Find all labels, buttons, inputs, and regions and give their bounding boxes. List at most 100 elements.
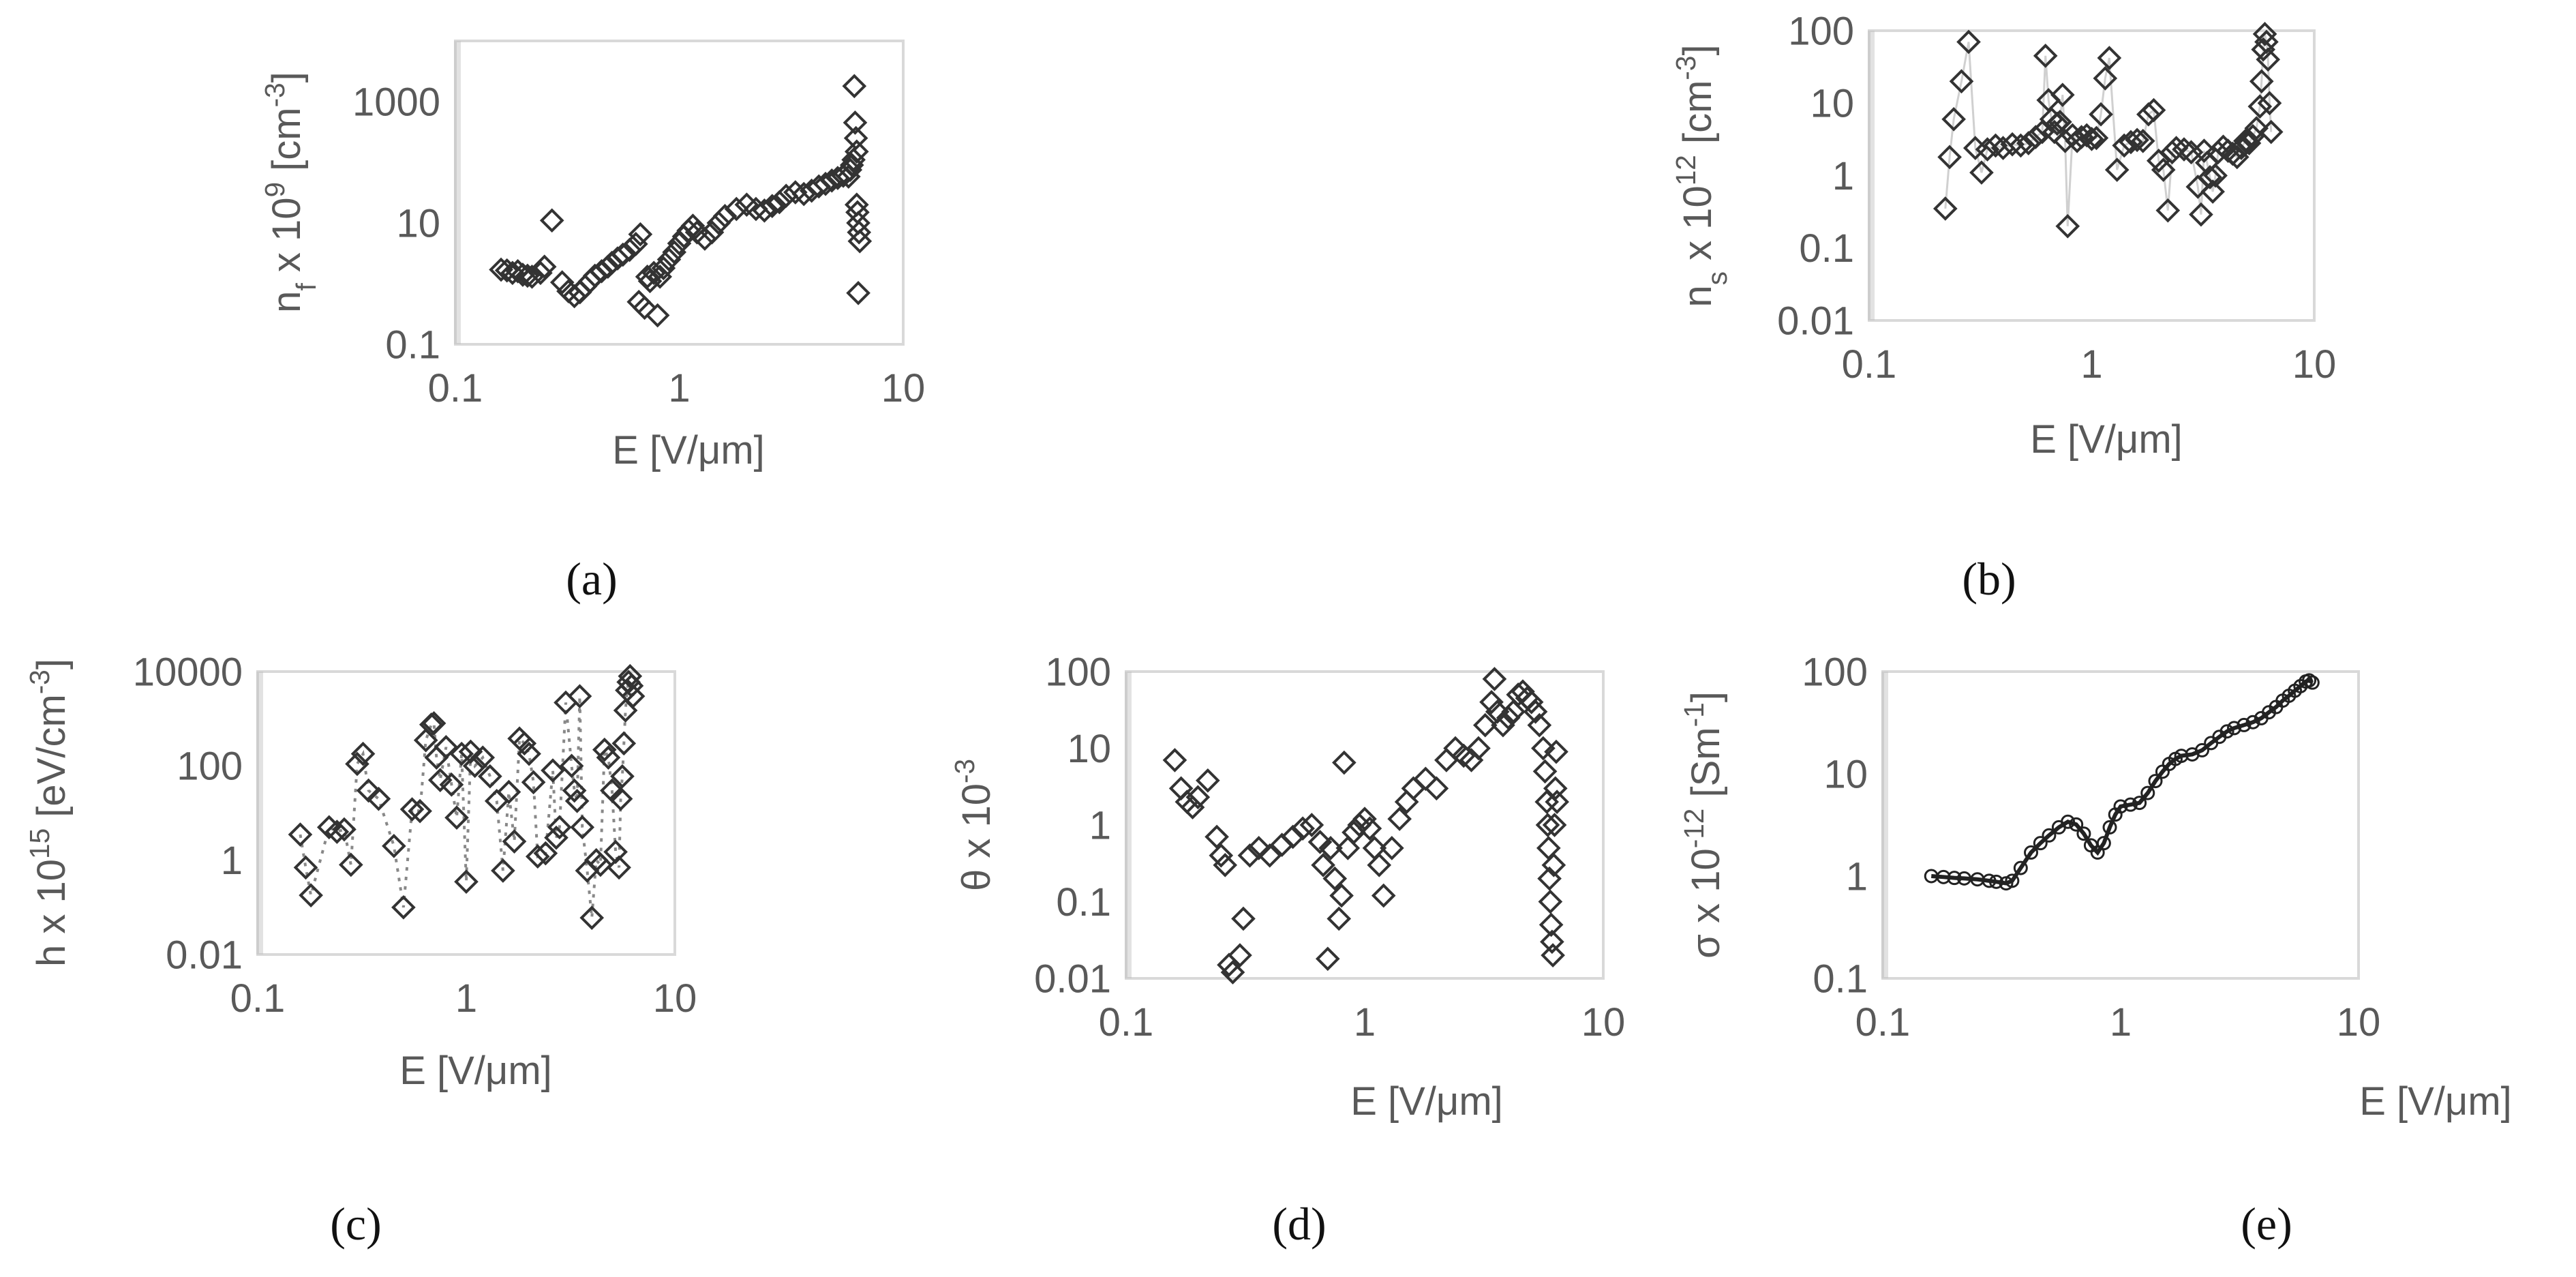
data-point: [2048, 110, 2072, 134]
data-point: [1357, 816, 1382, 841]
data-point: [1532, 759, 1558, 784]
y-tick-label: 100: [177, 745, 243, 789]
data-point: [511, 262, 535, 287]
y-tick-label: 0.1: [1056, 880, 1111, 925]
data-point: [847, 220, 872, 245]
data-point: [1237, 843, 1262, 868]
data-point: [519, 265, 545, 289]
data-point: [399, 797, 425, 822]
data-point: [1315, 946, 1340, 972]
data-point: [608, 786, 633, 811]
x-axis-title: E [V/μm]: [2359, 1079, 2512, 1124]
data-point: [2033, 836, 2048, 851]
data-point: [345, 751, 369, 777]
data-point: [2050, 82, 2075, 107]
data-point: [2224, 145, 2249, 170]
y-axis-title: nf x 109 [cm-3]: [259, 72, 322, 313]
data-point: [2089, 102, 2113, 127]
y-tick-label: 100: [1045, 650, 1111, 694]
x-tick-label: 10: [653, 976, 697, 1021]
x-tick-label: 10: [2337, 1000, 2381, 1045]
data-point: [656, 247, 682, 272]
y-tick-label: 0.01: [1034, 957, 1111, 1001]
y-axis-line: [1125, 672, 1132, 978]
data-point: [611, 731, 637, 756]
data-point: [2151, 157, 2176, 182]
data-point: [454, 869, 479, 895]
data-point: [1196, 768, 1220, 793]
data-point: [496, 779, 521, 805]
data-point: [350, 741, 376, 766]
series-connector-line: [1944, 33, 2273, 226]
data-point: [2013, 860, 2028, 875]
data-point: [2005, 873, 2020, 888]
data-point: [1501, 699, 1526, 724]
y-tick-label: 1: [1846, 854, 1868, 899]
data-point: [628, 222, 653, 247]
data-point: [532, 254, 557, 280]
panel-label: (d): [1272, 1198, 1326, 1250]
data-point: [1299, 813, 1324, 837]
panel-label: (b): [1962, 553, 2016, 605]
data-point: [332, 817, 357, 842]
x-tick-label: 1: [455, 976, 477, 1021]
data-point: [1401, 776, 1426, 801]
data-point: [607, 855, 631, 880]
data-point: [339, 852, 363, 877]
data-point: [676, 218, 701, 243]
data-point: [1209, 843, 1234, 868]
plot-frame: [454, 40, 905, 346]
data-point: [1496, 705, 1521, 730]
data-point: [517, 741, 541, 766]
data-point: [2257, 91, 2282, 116]
data-point: [1228, 943, 1252, 967]
data-point: [1424, 776, 1449, 801]
data-point: [846, 280, 870, 305]
data-point: [2033, 44, 2058, 68]
data-point: [2219, 724, 2234, 739]
data-point: [533, 841, 558, 866]
data-point: [521, 770, 546, 795]
x-tick-label: 1: [2080, 342, 2102, 387]
data-point: [528, 260, 553, 286]
data-point: [847, 228, 873, 254]
data-point: [645, 303, 670, 328]
data-point: [2155, 198, 2181, 223]
data-point: [637, 269, 663, 294]
data-point: [791, 181, 817, 207]
x-tick-label: 0.1: [230, 976, 286, 1021]
data-point: [539, 208, 564, 233]
data-point: [662, 240, 687, 265]
data-point: [651, 256, 676, 281]
data-point: [2148, 774, 2163, 789]
data-point: [2024, 845, 2039, 860]
data-point: [541, 758, 565, 783]
x-tick-label: 0.1: [1855, 1000, 1911, 1045]
data-point: [462, 753, 487, 779]
data-point: [1434, 748, 1459, 772]
x-tick-label: 1: [2110, 1000, 2132, 1045]
data-point: [1231, 906, 1256, 931]
data-point: [2247, 94, 2273, 119]
data-point: [588, 852, 613, 877]
chart-panel-a: 0.1 1 10 0.1 10 1000 E [V/μm] nf x 109 [cm-3] (a…: [259, 40, 925, 605]
panel-label: (a): [566, 553, 617, 605]
data-point: [512, 731, 537, 756]
data-point: [2140, 785, 2155, 800]
data-point: [693, 226, 717, 251]
data-point: [1491, 712, 1515, 738]
data-point: [724, 196, 749, 222]
y-axis-line: [1881, 672, 1888, 978]
data-point: [2241, 123, 2265, 149]
data-point: [1956, 29, 1981, 55]
data-point: [2164, 136, 2189, 160]
data-point: [562, 778, 587, 803]
data-point: [1213, 852, 1238, 877]
data-point: [515, 263, 540, 288]
data-point: [619, 673, 644, 698]
data-point: [478, 764, 502, 789]
y-tick-label: 10: [1067, 727, 1111, 771]
